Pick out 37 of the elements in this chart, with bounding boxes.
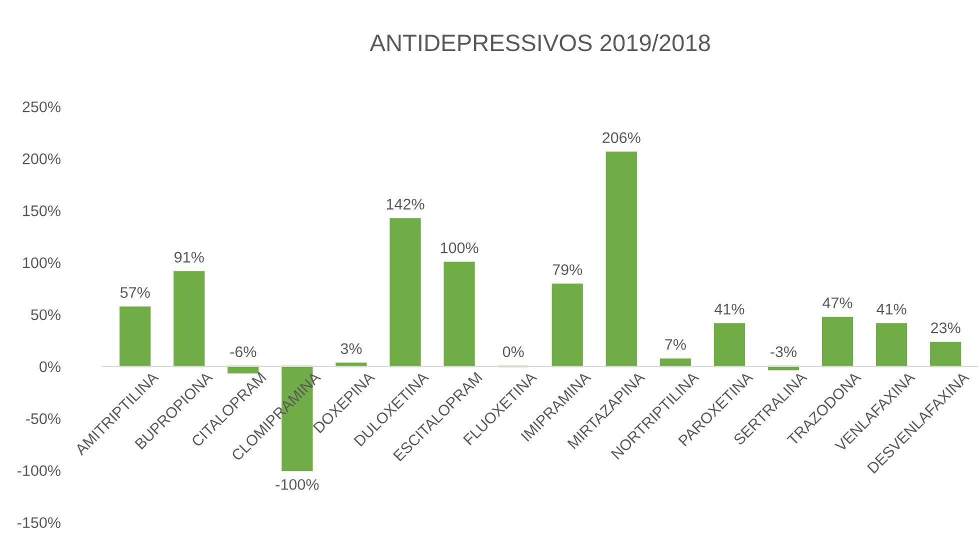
bar <box>552 284 583 368</box>
bar <box>390 218 421 368</box>
y-tick-label: -100% <box>18 465 60 476</box>
bar <box>876 323 908 368</box>
y-tick-label: -50% <box>26 413 60 424</box>
data-label: -6% <box>230 346 256 358</box>
bar <box>174 271 205 368</box>
data-label: 100% <box>440 242 478 254</box>
data-label: 142% <box>386 198 424 210</box>
data-label: 57% <box>120 287 150 298</box>
data-label: -100% <box>276 479 319 490</box>
bar <box>120 306 151 368</box>
data-label: 79% <box>552 264 582 276</box>
bar <box>930 342 962 368</box>
y-tick-label: 0% <box>40 361 60 372</box>
chart-title: ANTIDEPRESSIVOS 2019/2018 <box>370 34 710 52</box>
bar <box>606 152 637 368</box>
data-label: 206% <box>602 132 640 144</box>
data-label: 91% <box>174 252 204 263</box>
y-tick-label: -150% <box>18 517 60 528</box>
bar <box>822 316 854 368</box>
data-label: -3% <box>770 346 797 358</box>
y-tick-label: 50% <box>31 309 60 320</box>
data-label: 0% <box>502 346 524 358</box>
y-tick-label: 150% <box>23 205 60 216</box>
data-label: 3% <box>340 343 362 354</box>
data-label: 47% <box>822 298 852 308</box>
data-label: 41% <box>714 304 744 315</box>
data-label: 23% <box>931 322 960 334</box>
data-label: 7% <box>665 339 686 350</box>
data-label: 41% <box>876 304 906 315</box>
y-tick-label: 200% <box>22 153 60 164</box>
y-tick-label: 250% <box>22 101 60 112</box>
y-tick-label: 100% <box>23 257 60 268</box>
bar <box>444 262 475 368</box>
bar <box>228 366 259 374</box>
bar <box>714 323 746 368</box>
